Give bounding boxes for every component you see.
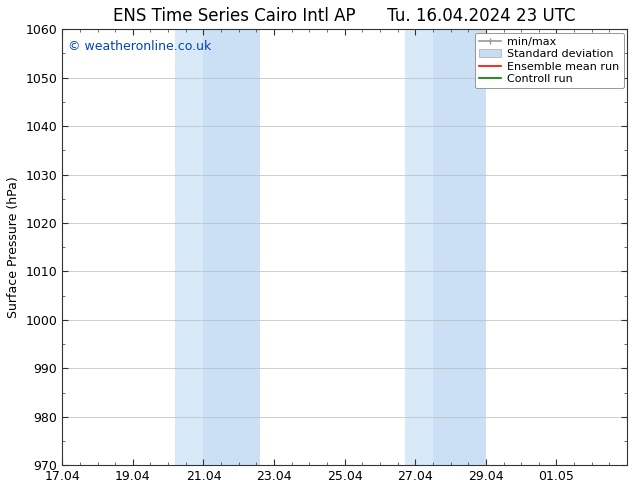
Bar (433, 29, 486, 465)
Legend: min/max, Standard deviation, Ensemble mean run, Controll run: min/max, Standard deviation, Ensemble me… (475, 33, 624, 88)
Bar (204, 29, 260, 465)
Text: © weatheronline.co.uk: © weatheronline.co.uk (68, 40, 211, 53)
Bar (404, 29, 433, 465)
Y-axis label: Surface Pressure (hPa): Surface Pressure (hPa) (7, 176, 20, 318)
Title: ENS Time Series Cairo Intl AP      Tu. 16.04.2024 23 UTC: ENS Time Series Cairo Intl AP Tu. 16.04.… (113, 7, 576, 25)
Bar (175, 29, 204, 465)
